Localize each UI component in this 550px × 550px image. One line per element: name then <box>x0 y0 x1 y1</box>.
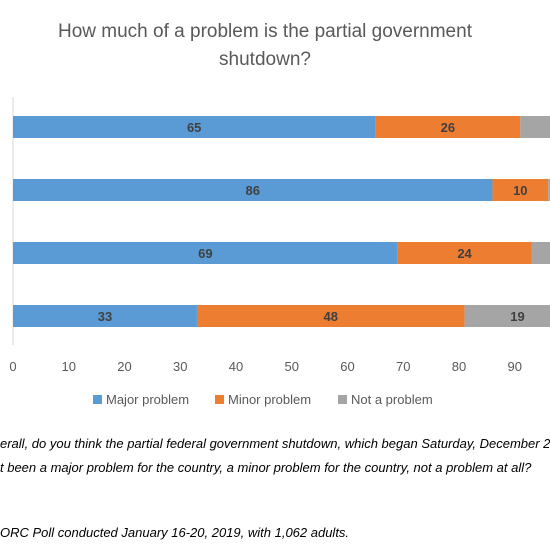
bar-row-3-series-3 <box>531 242 550 264</box>
bar-row-4-series-3 <box>464 305 550 327</box>
data-label-row-4-series-1: 33 <box>98 309 112 324</box>
x-tick-label-60: 60 <box>340 359 354 374</box>
x-tick-label-10: 10 <box>62 359 76 374</box>
x-tick-label-0: 0 <box>9 359 16 374</box>
question-text-line-2: t been a major problem for the country, … <box>0 460 532 475</box>
legend-swatch-not <box>338 395 347 404</box>
x-tick-label-30: 30 <box>173 359 187 374</box>
legend-swatch-major <box>93 395 102 404</box>
x-tick-label-40: 40 <box>229 359 243 374</box>
x-tick-label-20: 20 <box>117 359 131 374</box>
legend-swatch-minor <box>215 395 224 404</box>
legend-label-not: Not a problem <box>351 392 433 407</box>
bar-row-3-series-1 <box>13 242 398 264</box>
x-tick-label-50: 50 <box>285 359 299 374</box>
chart-title-line-1: How much of a problem is the partial gov… <box>58 21 472 42</box>
legend-item-major: Major problem <box>93 392 189 407</box>
bar-row-2-series-1 <box>13 179 493 201</box>
data-label-row-3-series-2: 24 <box>457 246 472 261</box>
bar-row-4-series-2 <box>196 305 465 327</box>
data-label-row-3-series-1: 69 <box>198 246 212 261</box>
data-label-row-1-series-1: 65 <box>187 120 201 135</box>
data-label-row-4-series-2: 48 <box>324 309 338 324</box>
bar-row-1-series-1 <box>13 116 376 138</box>
x-tick-label-70: 70 <box>396 359 410 374</box>
bar-row-4-series-1 <box>13 305 197 327</box>
x-tick-label-90: 90 <box>508 359 522 374</box>
data-label-row-4-series-3: 19 <box>510 309 524 324</box>
source-note: ORC Poll conducted January 16-20, 2019, … <box>0 525 350 540</box>
bar-row-1-series-3 <box>520 116 550 138</box>
data-label-row-2-series-1: 86 <box>245 183 259 198</box>
chart-title-line-2: shutdown? <box>219 49 311 70</box>
bar-row-2-series-2 <box>492 179 549 201</box>
data-label-row-2-series-2: 10 <box>513 183 527 198</box>
bar-row-2-series-3 <box>548 179 550 201</box>
legend-label-major: Major problem <box>106 392 190 407</box>
data-label-row-1-series-2: 26 <box>441 120 455 135</box>
legend-item-minor: Minor problem <box>215 392 311 407</box>
legend-label-minor: Minor problem <box>228 392 312 407</box>
x-tick-label-80: 80 <box>452 359 466 374</box>
bar-row-3-series-2 <box>397 242 532 264</box>
question-text-line-1: erall, do you think the partial federal … <box>0 436 550 451</box>
bar-chart: 6526861069243348190102030405060708090100 <box>9 97 550 374</box>
legend-item-not: Not a problem <box>338 392 433 407</box>
chart-legend: Major problem Minor problem Not a proble… <box>0 392 550 410</box>
bar-row-1-series-2 <box>375 116 521 138</box>
